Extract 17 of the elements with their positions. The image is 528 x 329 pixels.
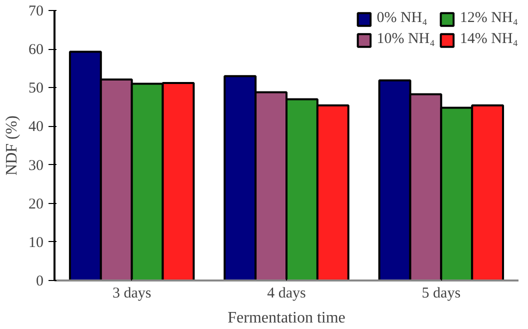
- y-axis-title: NDF (%): [4, 115, 20, 176]
- y-tick-label: 40: [28, 119, 44, 136]
- legend-label: 0% NH₄: [376, 10, 428, 27]
- y-tick-label: 20: [28, 196, 44, 212]
- x-tick-label: 4 days: [267, 286, 306, 302]
- legend-label: 12% NH₄: [460, 10, 518, 27]
- y-tick-label: 60: [28, 42, 44, 58]
- legend-label: 10% NH₄: [376, 31, 435, 48]
- x-axis-title: Fermentation time: [228, 310, 346, 326]
- y-tick-label: 70: [28, 4, 44, 20]
- y-tick-label: 30: [28, 158, 44, 174]
- x-tick-label: 3 days: [112, 286, 152, 302]
- y-tick-label: 50: [28, 80, 44, 97]
- x-tick-label: 5 days: [422, 286, 461, 302]
- y-tick-label: 0: [36, 274, 44, 290]
- y-tick-label: 10: [28, 234, 44, 251]
- legend-label: 14% NH₄: [460, 31, 518, 48]
